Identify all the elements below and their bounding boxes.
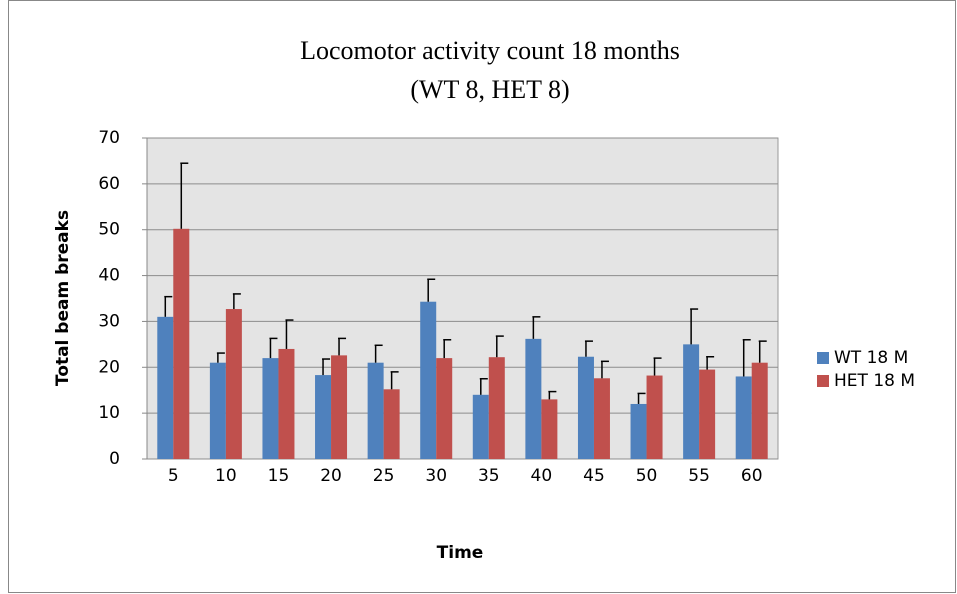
chart-title: Locomotor activity count 18 months [300, 36, 680, 65]
bar [157, 316, 174, 459]
bar [472, 394, 489, 459]
bar [278, 348, 295, 459]
legend-swatch [817, 352, 829, 364]
x-tick-label: 25 [373, 466, 395, 486]
plot-area [146, 137, 779, 460]
x-tick-label: 10 [215, 466, 237, 486]
bar [383, 389, 400, 459]
y-tick-label: 0 [109, 449, 120, 469]
x-tick-label: 5 [168, 466, 179, 486]
y-tick-label: 40 [98, 266, 120, 286]
y-axis-title: Total beam breaks [53, 210, 73, 386]
x-tick-label: 45 [583, 466, 605, 486]
y-tick-label: 50 [98, 220, 120, 240]
legend-label: HET 18 M [834, 371, 915, 391]
y-tick-label: 30 [98, 311, 120, 331]
y-tick-label: 20 [98, 357, 120, 377]
bar [225, 309, 242, 459]
bar [683, 344, 700, 459]
legend-label: WT 18 M [834, 348, 908, 368]
legend-swatch [817, 375, 829, 387]
bar [420, 301, 437, 459]
bar [735, 376, 752, 459]
y-tick-label: 70 [98, 128, 120, 148]
bar [593, 378, 610, 459]
x-tick-label: 15 [268, 466, 290, 486]
bar [315, 375, 332, 459]
x-tick-label: 55 [688, 466, 710, 486]
x-tick-label: 50 [636, 466, 658, 486]
bar [751, 362, 768, 459]
bar [525, 338, 542, 459]
bar [209, 362, 226, 459]
y-tick-label: 10 [98, 403, 120, 423]
x-axis-title: Time [437, 543, 484, 563]
bar [577, 356, 594, 459]
bar [646, 375, 663, 459]
x-tick-label: 30 [425, 466, 447, 486]
bar [488, 357, 505, 459]
bar [262, 358, 279, 459]
x-tick-label: 40 [531, 466, 553, 486]
bar [541, 399, 558, 459]
bar [436, 358, 453, 459]
bar [630, 403, 647, 459]
y-tick-label: 60 [98, 174, 120, 194]
x-tick-label: 60 [741, 466, 763, 486]
x-tick-label: 35 [478, 466, 500, 486]
bar [331, 355, 348, 459]
chart-title: (WT 8, HET 8) [410, 75, 569, 104]
x-tick-label: 20 [320, 466, 342, 486]
bar [699, 369, 716, 459]
bar [367, 362, 384, 459]
bar [173, 228, 190, 459]
